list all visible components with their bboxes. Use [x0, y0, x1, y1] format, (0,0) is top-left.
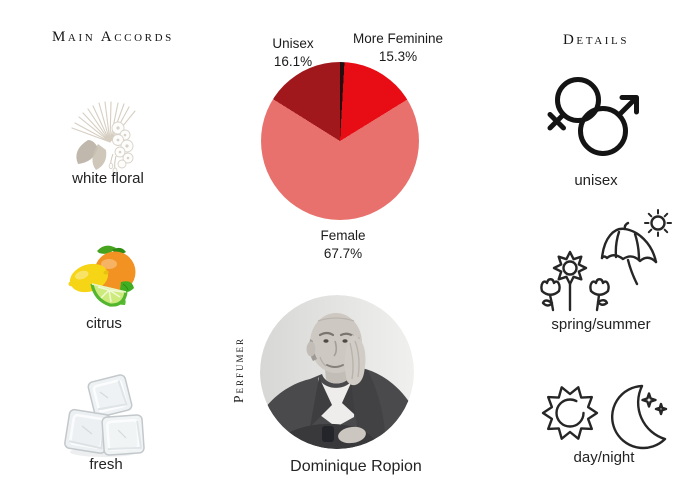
flowers-umbrella-sun-icon — [540, 209, 672, 312]
details-title: Details — [563, 32, 630, 48]
perfumer-photo — [260, 295, 414, 449]
detail-label-spring-summer: spring/summer — [551, 316, 651, 333]
perfumer-portrait-drawing — [260, 295, 414, 449]
main-accords-title: Main Accords — [52, 29, 174, 45]
pie-label-unisex: Unisex 16.1% — [272, 36, 314, 69]
white-floral-bouquet-image — [71, 101, 136, 175]
detail-label-day-night: day/night — [573, 449, 635, 466]
accord-label-fresh: fresh — [89, 456, 123, 473]
citrus-fruits-image — [68, 245, 136, 307]
accord-label-citrus: citrus — [86, 315, 122, 332]
ice-cubes-image — [64, 374, 145, 457]
pie-label-more-feminine: More Feminine 15.3% — [352, 31, 444, 64]
accord-label-white-floral: white floral — [72, 170, 144, 187]
detail-label-unisex: unisex — [574, 172, 618, 189]
gender-pie — [261, 62, 419, 220]
gender-symbols-icon — [547, 77, 639, 156]
sun-moon-icon — [541, 384, 668, 450]
perfumer-title: Perfumer — [231, 336, 246, 404]
pie-label-female: Female 67.7% — [320, 228, 366, 261]
perfumer-name: Dominique Ropion — [290, 458, 422, 475]
